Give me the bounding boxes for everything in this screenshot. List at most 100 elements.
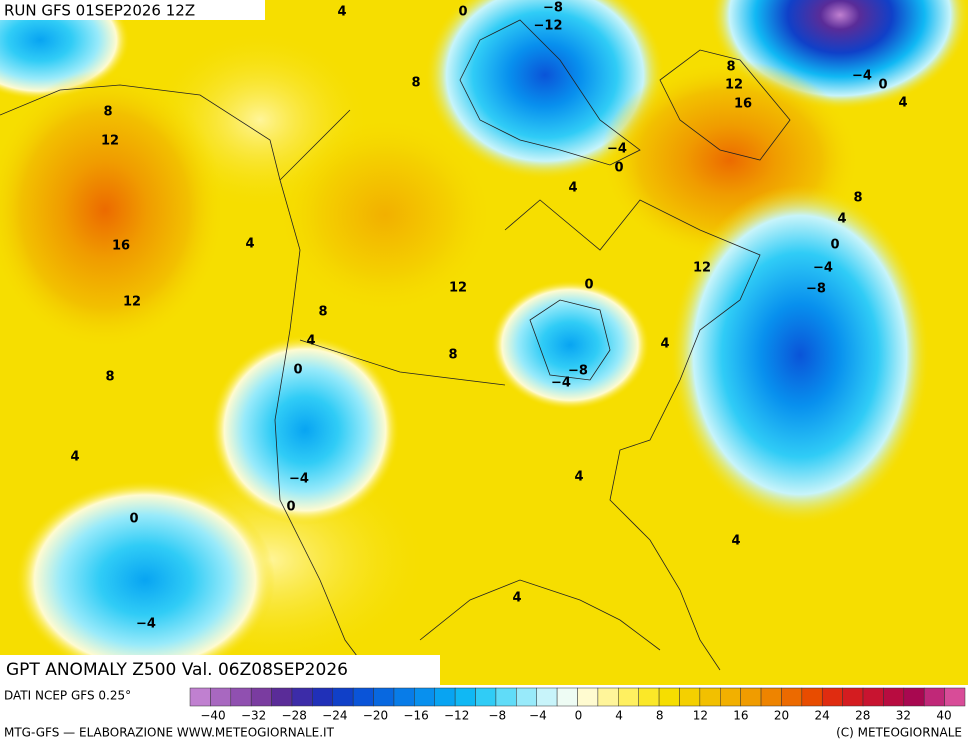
- contour-label: 8: [105, 370, 114, 385]
- legend-swatch: [842, 687, 864, 707]
- source-label: DATI NCEP GFS 0.25°: [4, 689, 131, 703]
- legend-swatch: [556, 687, 578, 707]
- contour-label: 12: [725, 78, 743, 93]
- legend-swatch: [495, 687, 517, 707]
- contour-label: 8: [448, 348, 457, 363]
- legend-tick-label: 0: [575, 709, 583, 723]
- coastlines: [0, 19, 791, 671]
- contour-label: 8: [411, 76, 420, 91]
- contour-label: 8: [726, 60, 735, 75]
- legend-swatch: [597, 687, 619, 707]
- legend-tick-label: 8: [656, 709, 664, 723]
- contour-label: −8: [806, 282, 826, 297]
- legend-swatch: [373, 687, 395, 707]
- contour-label: 0: [129, 512, 138, 527]
- legend-swatch: [536, 687, 558, 707]
- credits-left: MTG-GFS — ELABORAZIONE WWW.METEOGIORNALE…: [4, 726, 335, 740]
- legend-tick-label: 16: [733, 709, 748, 723]
- legend-swatch: [332, 687, 354, 707]
- contour-label: −4: [551, 376, 571, 391]
- legend-tick-label: −28: [282, 709, 307, 723]
- contour-label: 4: [660, 337, 669, 352]
- legend-swatch: [944, 687, 966, 707]
- contour-label: 16: [112, 239, 130, 254]
- credits-right: (C) METEOGIORNALE: [836, 726, 962, 740]
- contour-label: 4: [306, 334, 315, 349]
- contour-label: 8: [853, 191, 862, 206]
- legend-tick-label: 28: [855, 709, 870, 723]
- contour-label: 0: [830, 238, 839, 253]
- map-title: GPT ANOMALY Z500 Val. 06Z08SEP2026: [6, 660, 348, 680]
- legend-swatch: [230, 687, 252, 707]
- legend-swatch: [618, 687, 639, 707]
- legend-swatch: [781, 687, 803, 707]
- legend-swatch: [658, 687, 680, 707]
- legend-swatch: [414, 687, 435, 707]
- contour-label: −8: [543, 1, 563, 16]
- contour-label: 4: [568, 181, 577, 196]
- contour-label: 4: [731, 534, 740, 549]
- legend-swatch: [577, 687, 599, 707]
- legend-swatch: [699, 687, 721, 707]
- legend-swatch: [434, 687, 456, 707]
- legend-swatch: [271, 687, 293, 707]
- legend-swatch: [250, 687, 272, 707]
- contour-label: 0: [458, 5, 467, 20]
- legend-tick-label: −16: [403, 709, 428, 723]
- contour-label: −12: [534, 19, 563, 34]
- contour-label: 8: [103, 105, 112, 120]
- legend-swatch: [903, 687, 925, 707]
- contour-label: 0: [584, 278, 593, 293]
- contour-label: −4: [607, 142, 627, 157]
- legend-swatch: [189, 687, 211, 707]
- legend-swatch: [740, 687, 762, 707]
- legend-swatch: [923, 687, 945, 707]
- header-box: [0, 0, 265, 20]
- contour-label: 4: [70, 450, 79, 465]
- contour-label: 4: [898, 96, 907, 111]
- legend-swatch: [210, 687, 232, 707]
- legend-swatch: [638, 687, 660, 707]
- legend-swatch: [801, 687, 823, 707]
- legend-tick-label: −32: [241, 709, 266, 723]
- run-label: RUN GFS 01SEP2026 12Z: [4, 2, 195, 20]
- legend-swatch: [760, 687, 782, 707]
- contour-label: −4: [852, 69, 872, 84]
- legend-tick-label: −8: [488, 709, 506, 723]
- contour-label: 0: [293, 363, 302, 378]
- contour-label: 12: [101, 134, 119, 149]
- contour-label: −4: [813, 261, 833, 276]
- contour-label: 12: [449, 281, 467, 296]
- legend-swatch: [821, 687, 843, 707]
- contour-label: 16: [734, 97, 752, 112]
- legend-tick-label: −20: [363, 709, 388, 723]
- legend-swatch: [352, 687, 374, 707]
- contour-label: 4: [245, 237, 254, 252]
- legend-tick-label: 24: [815, 709, 830, 723]
- contour-label: −4: [136, 617, 156, 632]
- color-legend: −40 −32 −28 −24 −20 −16 −12 −8 −4 0 4 8 12 16 20 24 28 32…: [189, 687, 966, 723]
- legend-tick-label: −12: [444, 709, 469, 723]
- contour-label: 12: [693, 261, 711, 276]
- legend-tick-label: 32: [896, 709, 911, 723]
- contour-label: −8: [568, 364, 588, 379]
- legend-swatch: [393, 687, 415, 707]
- contour-label: 0: [614, 161, 623, 176]
- map-field: [0, 0, 968, 685]
- legend-swatch: [516, 687, 537, 707]
- legend-tick-label: −40: [200, 709, 225, 723]
- legend-tick-label: 4: [615, 709, 623, 723]
- contour-label: 4: [512, 591, 521, 606]
- contour-label: 8: [318, 305, 327, 320]
- legend-tick-label: −4: [529, 709, 547, 723]
- legend-swatch: [454, 687, 476, 707]
- legend-swatch: [862, 687, 884, 707]
- legend-swatch: [883, 687, 905, 707]
- contour-label: 12: [123, 295, 141, 310]
- title-box: [0, 655, 440, 685]
- legend-swatch: [720, 687, 741, 707]
- legend-tick-label: −24: [322, 709, 347, 723]
- legend-tick-label: 20: [774, 709, 789, 723]
- legend-swatch: [312, 687, 334, 707]
